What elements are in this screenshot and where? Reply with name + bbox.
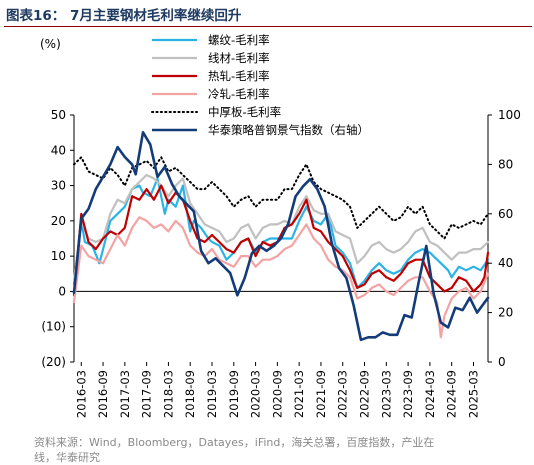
source-note: 资料来源：Wind，Bloomberg，Datayes，iFind，海关总署，百… xyxy=(34,436,435,449)
legend-label-5: 中厚板-毛利率 xyxy=(208,105,281,119)
x-axis: 2016-03 2016-09 2017-03 2017-09 2018-03 2018-… xyxy=(74,362,480,418)
x-axis-tick-label: 2022-03 xyxy=(336,370,350,418)
series-line-1 xyxy=(72,177,490,289)
right-axis-tick-label: 40 xyxy=(498,256,513,270)
left-axis-tick-label: (10) xyxy=(41,320,66,334)
left-axis-unit-label: (%) xyxy=(40,37,61,51)
series-line-6 xyxy=(72,131,490,342)
right-axis-tick-label: 80 xyxy=(498,157,513,171)
x-axis-tick-label: 2019-03 xyxy=(205,370,219,418)
x-axis-tick-label: 2016-09 xyxy=(96,370,110,418)
left-axis-tick-label: (20) xyxy=(41,355,66,369)
left-axis-tick-label: 10 xyxy=(51,249,66,263)
right-y-axis: 100 80 60 40 20 0 xyxy=(488,108,521,369)
right-axis-tick-label: 0 xyxy=(498,355,506,369)
source-note-continued: 线，华泰研究 xyxy=(34,451,100,464)
left-axis-tick-label: 30 xyxy=(51,179,66,193)
x-axis-tick-label: 2024-09 xyxy=(445,370,459,418)
chart-title: 图表16： 7月主要钢材毛利率继续回升 xyxy=(6,8,242,24)
right-axis-tick-label: 20 xyxy=(498,306,513,320)
legend-label-2: 线材-毛利率 xyxy=(208,51,270,65)
series-line-5 xyxy=(73,156,489,240)
x-axis-tick-label: 2017-09 xyxy=(140,370,154,418)
x-axis-tick-label: 2021-03 xyxy=(292,370,306,418)
left-axis-tick-label: 50 xyxy=(51,108,66,122)
legend-label-1: 螺纹-毛利率 xyxy=(208,33,270,47)
x-axis-tick-label: 2024-03 xyxy=(423,370,437,418)
left-y-axis: (%) 50 40 30 20 10 0 (10) (20) xyxy=(40,37,74,369)
legend: 螺纹-毛利率线材-毛利率热轧-毛利率冷轧-毛利率中厚板-毛利率华泰策略普钢景气指… xyxy=(151,33,369,137)
series-line-4 xyxy=(72,216,490,339)
x-axis-tick-label: 2022-09 xyxy=(358,370,372,418)
series-line-3 xyxy=(72,184,490,297)
series-line-2 xyxy=(72,173,490,282)
x-axis-tick-label: 2019-09 xyxy=(227,370,241,418)
x-axis-tick-label: 2023-09 xyxy=(401,370,415,418)
left-axis-tick-label: 20 xyxy=(51,214,66,228)
left-axis-tick-label: 0 xyxy=(58,284,66,298)
x-axis-tick-label: 2021-09 xyxy=(314,370,328,418)
x-axis-tick-label: 2020-03 xyxy=(249,370,263,418)
left-axis-tick-label: 40 xyxy=(51,143,66,157)
x-axis-tick-label: 2016-03 xyxy=(74,370,88,418)
x-axis-tick-label: 2020-09 xyxy=(270,370,284,418)
x-axis-tick-label: 2018-03 xyxy=(161,370,175,418)
title-divider xyxy=(4,26,532,27)
right-axis-tick-label: 100 xyxy=(498,108,521,122)
x-axis-tick-label: 2017-03 xyxy=(118,370,132,418)
x-axis-tick-label: 2023-03 xyxy=(379,370,393,418)
plot-frame xyxy=(73,115,489,362)
legend-label-6: 华泰策略普钢景气指数（右轴） xyxy=(208,123,369,137)
legend-label-4: 冷轧-毛利率 xyxy=(208,87,270,101)
x-axis-tick-label: 2018-09 xyxy=(183,370,197,418)
series-layer xyxy=(72,131,490,342)
legend-label-3: 热轧-毛利率 xyxy=(208,69,270,83)
right-axis-tick-label: 60 xyxy=(498,207,513,221)
x-axis-tick-label: 2025-03 xyxy=(466,370,480,418)
